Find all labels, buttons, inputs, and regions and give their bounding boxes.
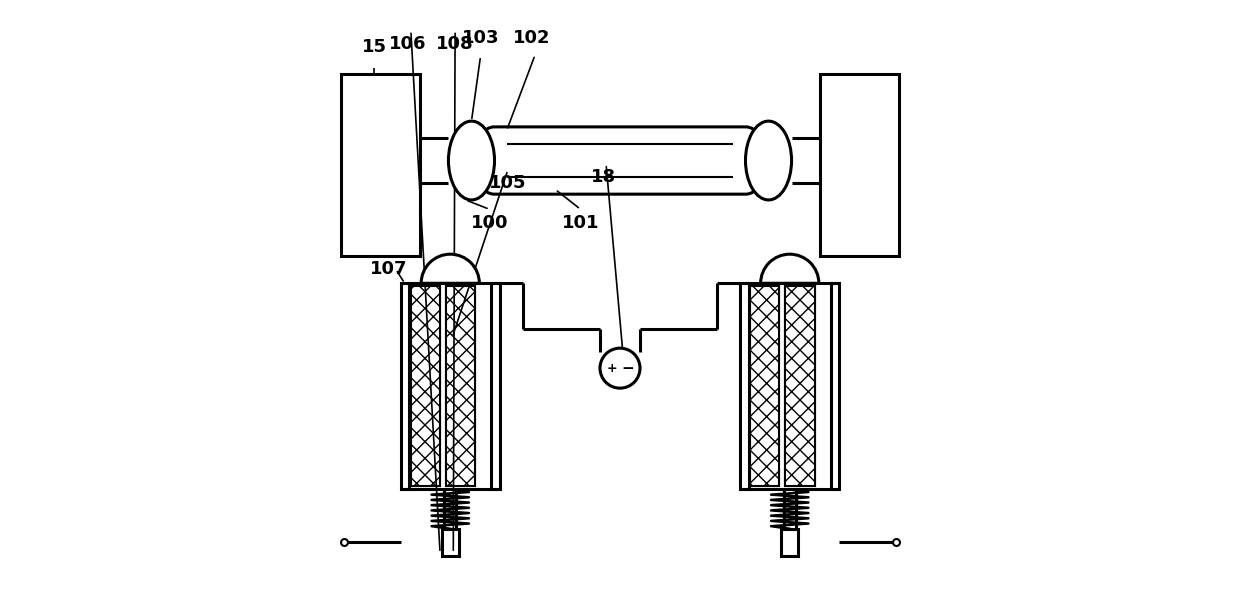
Text: 101: 101 <box>562 214 599 231</box>
Bar <box>410 286 440 487</box>
Text: −: − <box>621 361 634 376</box>
Bar <box>341 74 420 256</box>
Text: 15: 15 <box>362 38 387 56</box>
Ellipse shape <box>449 121 495 200</box>
Bar <box>446 286 475 487</box>
Ellipse shape <box>745 121 791 200</box>
Bar <box>446 286 475 487</box>
Text: 103: 103 <box>461 29 500 47</box>
Wedge shape <box>422 254 480 283</box>
Text: 106: 106 <box>389 35 427 53</box>
Bar <box>740 283 749 490</box>
Text: +: + <box>608 362 618 375</box>
Text: 100: 100 <box>471 214 508 231</box>
Bar <box>410 286 440 487</box>
Text: 108: 108 <box>436 35 474 53</box>
Circle shape <box>600 348 640 388</box>
Bar <box>785 286 815 487</box>
Bar <box>785 286 815 487</box>
Bar <box>750 286 780 487</box>
Bar <box>750 286 780 487</box>
Bar <box>491 283 500 490</box>
Wedge shape <box>760 254 818 283</box>
Text: 102: 102 <box>513 29 551 47</box>
Bar <box>831 283 839 490</box>
Text: 18: 18 <box>590 168 615 186</box>
Bar <box>820 74 899 256</box>
Text: 105: 105 <box>489 174 527 192</box>
FancyBboxPatch shape <box>484 127 756 194</box>
Bar <box>781 529 799 556</box>
Bar <box>401 283 409 490</box>
Bar <box>441 529 459 556</box>
Text: 107: 107 <box>370 260 407 278</box>
